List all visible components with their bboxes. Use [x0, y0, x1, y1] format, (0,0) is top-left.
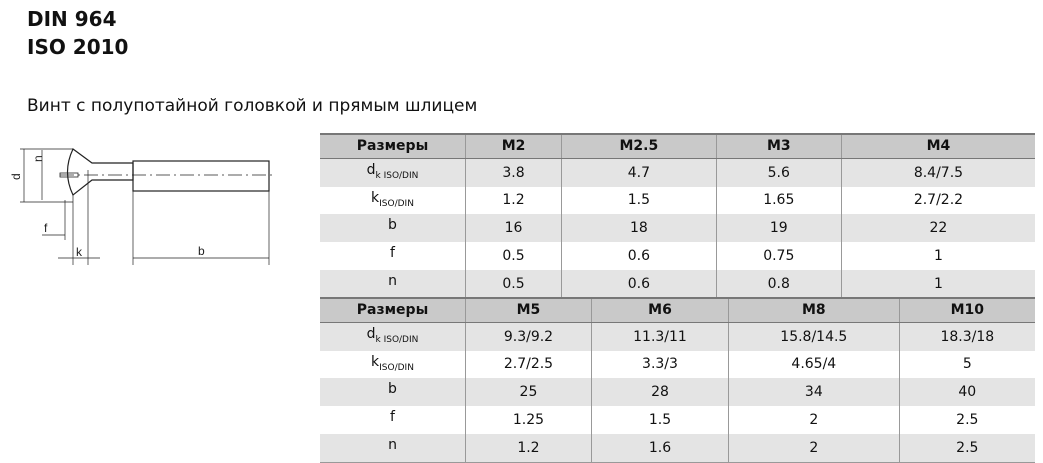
table-row: f 1.25 1.5 2 2.5 — [320, 406, 1035, 434]
table-row: kISO/DIN 2.7/2.5 3.3/3 4.65/4 5 — [320, 350, 1035, 379]
table-cell: 0.6 — [561, 269, 717, 299]
table-row: b 16 18 19 22 — [320, 214, 1035, 243]
row-label: dk ISO/DIN — [320, 158, 466, 187]
table-cell: 1 — [840, 269, 1035, 299]
table-cell: 1.6 — [590, 433, 729, 463]
standard-din: DIN 964 — [27, 7, 117, 31]
table-cell: 3.3/3 — [590, 350, 729, 379]
row-label: f — [390, 245, 395, 262]
table-cell: 0.8 — [715, 269, 842, 299]
table-cell: 2.5 — [898, 406, 1035, 434]
table-row: b 25 28 34 40 — [320, 378, 1035, 407]
table-cell: 2 — [728, 406, 900, 434]
label-k: k — [76, 245, 83, 259]
table-cell: 0.75 — [715, 242, 842, 270]
table-cell: 5.6 — [715, 158, 842, 187]
table-cell: 2.7/2.2 — [840, 186, 1035, 215]
table-cell: 18 — [561, 214, 717, 243]
product-description: Винт с полупотайной головкой и прямым шл… — [27, 96, 478, 116]
table-cell: 19 — [715, 214, 842, 243]
table-cell: 1.65 — [715, 186, 842, 215]
label-f: f — [44, 221, 48, 235]
table-cell: 1.5 — [561, 186, 717, 215]
label-b: b — [198, 244, 205, 258]
screw-drawing: d n f k b — [9, 148, 275, 265]
row-label: b — [320, 378, 466, 407]
table-row: n 1.2 1.6 2 2.5 — [320, 433, 1035, 463]
table-cell: 22 — [840, 214, 1035, 243]
table-cell: 25 — [465, 378, 592, 407]
table-cell: 3.8 — [464, 158, 562, 187]
table-cell: 0.6 — [561, 242, 717, 270]
row-label: kISO/DIN — [371, 189, 414, 209]
table-cell: 11.3/11 — [590, 322, 729, 351]
label-n: n — [31, 155, 45, 162]
table-cell: 16 — [464, 214, 562, 243]
table-row: dk ISO/DIN 3.8 4.7 5.6 8.4/7.5 — [320, 158, 1035, 187]
table-cell: 2 — [728, 433, 900, 463]
table-cell: 4.65/4 — [728, 350, 900, 379]
table-row: n 0.5 0.6 0.8 1 — [320, 269, 1035, 299]
table-row: f 0.5 0.6 0.75 1 — [320, 242, 1035, 270]
dimensions-table-2: Размеры M5 M6 M8 M10 dk ISO/DIN 9.3/9.2 11.3/1… — [320, 296, 1035, 463]
table-cell: 1.25 — [465, 406, 592, 434]
standard-iso: ISO 2010 — [27, 35, 129, 59]
table-cell: 28 — [590, 378, 729, 407]
table-cell: 8.4/7.5 — [840, 158, 1035, 187]
table-cell: 34 — [728, 378, 900, 407]
table-cell: 4.7 — [561, 158, 717, 187]
row-label: n — [320, 269, 466, 299]
table-cell: 1.2 — [465, 433, 592, 463]
table-cell: 9.3/9.2 — [465, 322, 592, 351]
row-label: dk ISO/DIN — [320, 322, 466, 351]
row-label: n — [320, 433, 466, 463]
table-cell: 0.5 — [464, 242, 562, 270]
table-cell: 18.3/18 — [898, 322, 1035, 351]
table-cell: 15.8/14.5 — [728, 322, 900, 351]
table-cell: 1.5 — [590, 406, 729, 434]
label-dk: d — [9, 173, 23, 180]
table-cell: 2.5 — [898, 433, 1035, 463]
table-cell: 2.7/2.5 — [465, 350, 592, 379]
row-label: kISO/DIN — [371, 353, 414, 373]
row-label: b — [320, 214, 466, 243]
table-cell: 1 — [840, 242, 1035, 270]
dimensions-table-1: Размеры M2 M2.5 M3 M4 dk ISO/DIN 3.8 4.7 5.6 8.4… — [320, 132, 1035, 299]
table-cell: 1.2 — [464, 186, 562, 215]
table-cell: 0.5 — [464, 269, 562, 299]
table-cell: 40 — [898, 378, 1035, 407]
table-cell: 5 — [898, 350, 1035, 379]
row-label: f — [390, 409, 395, 426]
table-row: kISO/DIN 1.2 1.5 1.65 2.7/2.2 — [320, 186, 1035, 215]
table-row: dk ISO/DIN 9.3/9.2 11.3/11 15.8/14.5 18.3/18 — [320, 322, 1035, 351]
